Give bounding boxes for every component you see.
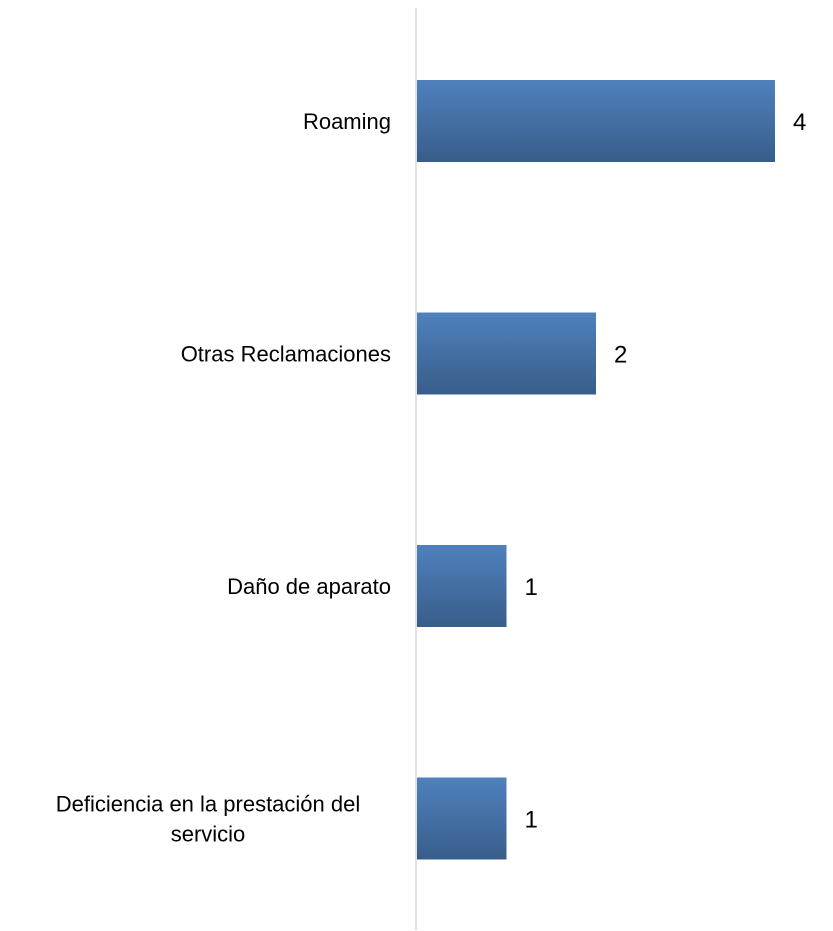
category-label: Deficiencia en la prestación del servicio — [56, 792, 361, 847]
data-label: 1 — [525, 807, 538, 834]
data-label: 2 — [614, 342, 627, 369]
category-label: Otras Reclamaciones — [181, 342, 391, 367]
bar — [417, 80, 775, 162]
category-label: Roaming — [303, 109, 391, 134]
category-label: Daño de aparato — [227, 574, 391, 599]
category-labels-layer: Roaming Otras Reclamaciones Daño de aparat… — [56, 109, 391, 847]
data-label: 1 — [525, 574, 538, 601]
bar — [417, 312, 596, 395]
bar — [417, 777, 507, 860]
data-labels-layer: 4 2 1 1 — [525, 109, 807, 834]
bar — [417, 545, 507, 627]
data-label: 4 — [793, 109, 806, 136]
bars-layer — [417, 80, 775, 860]
